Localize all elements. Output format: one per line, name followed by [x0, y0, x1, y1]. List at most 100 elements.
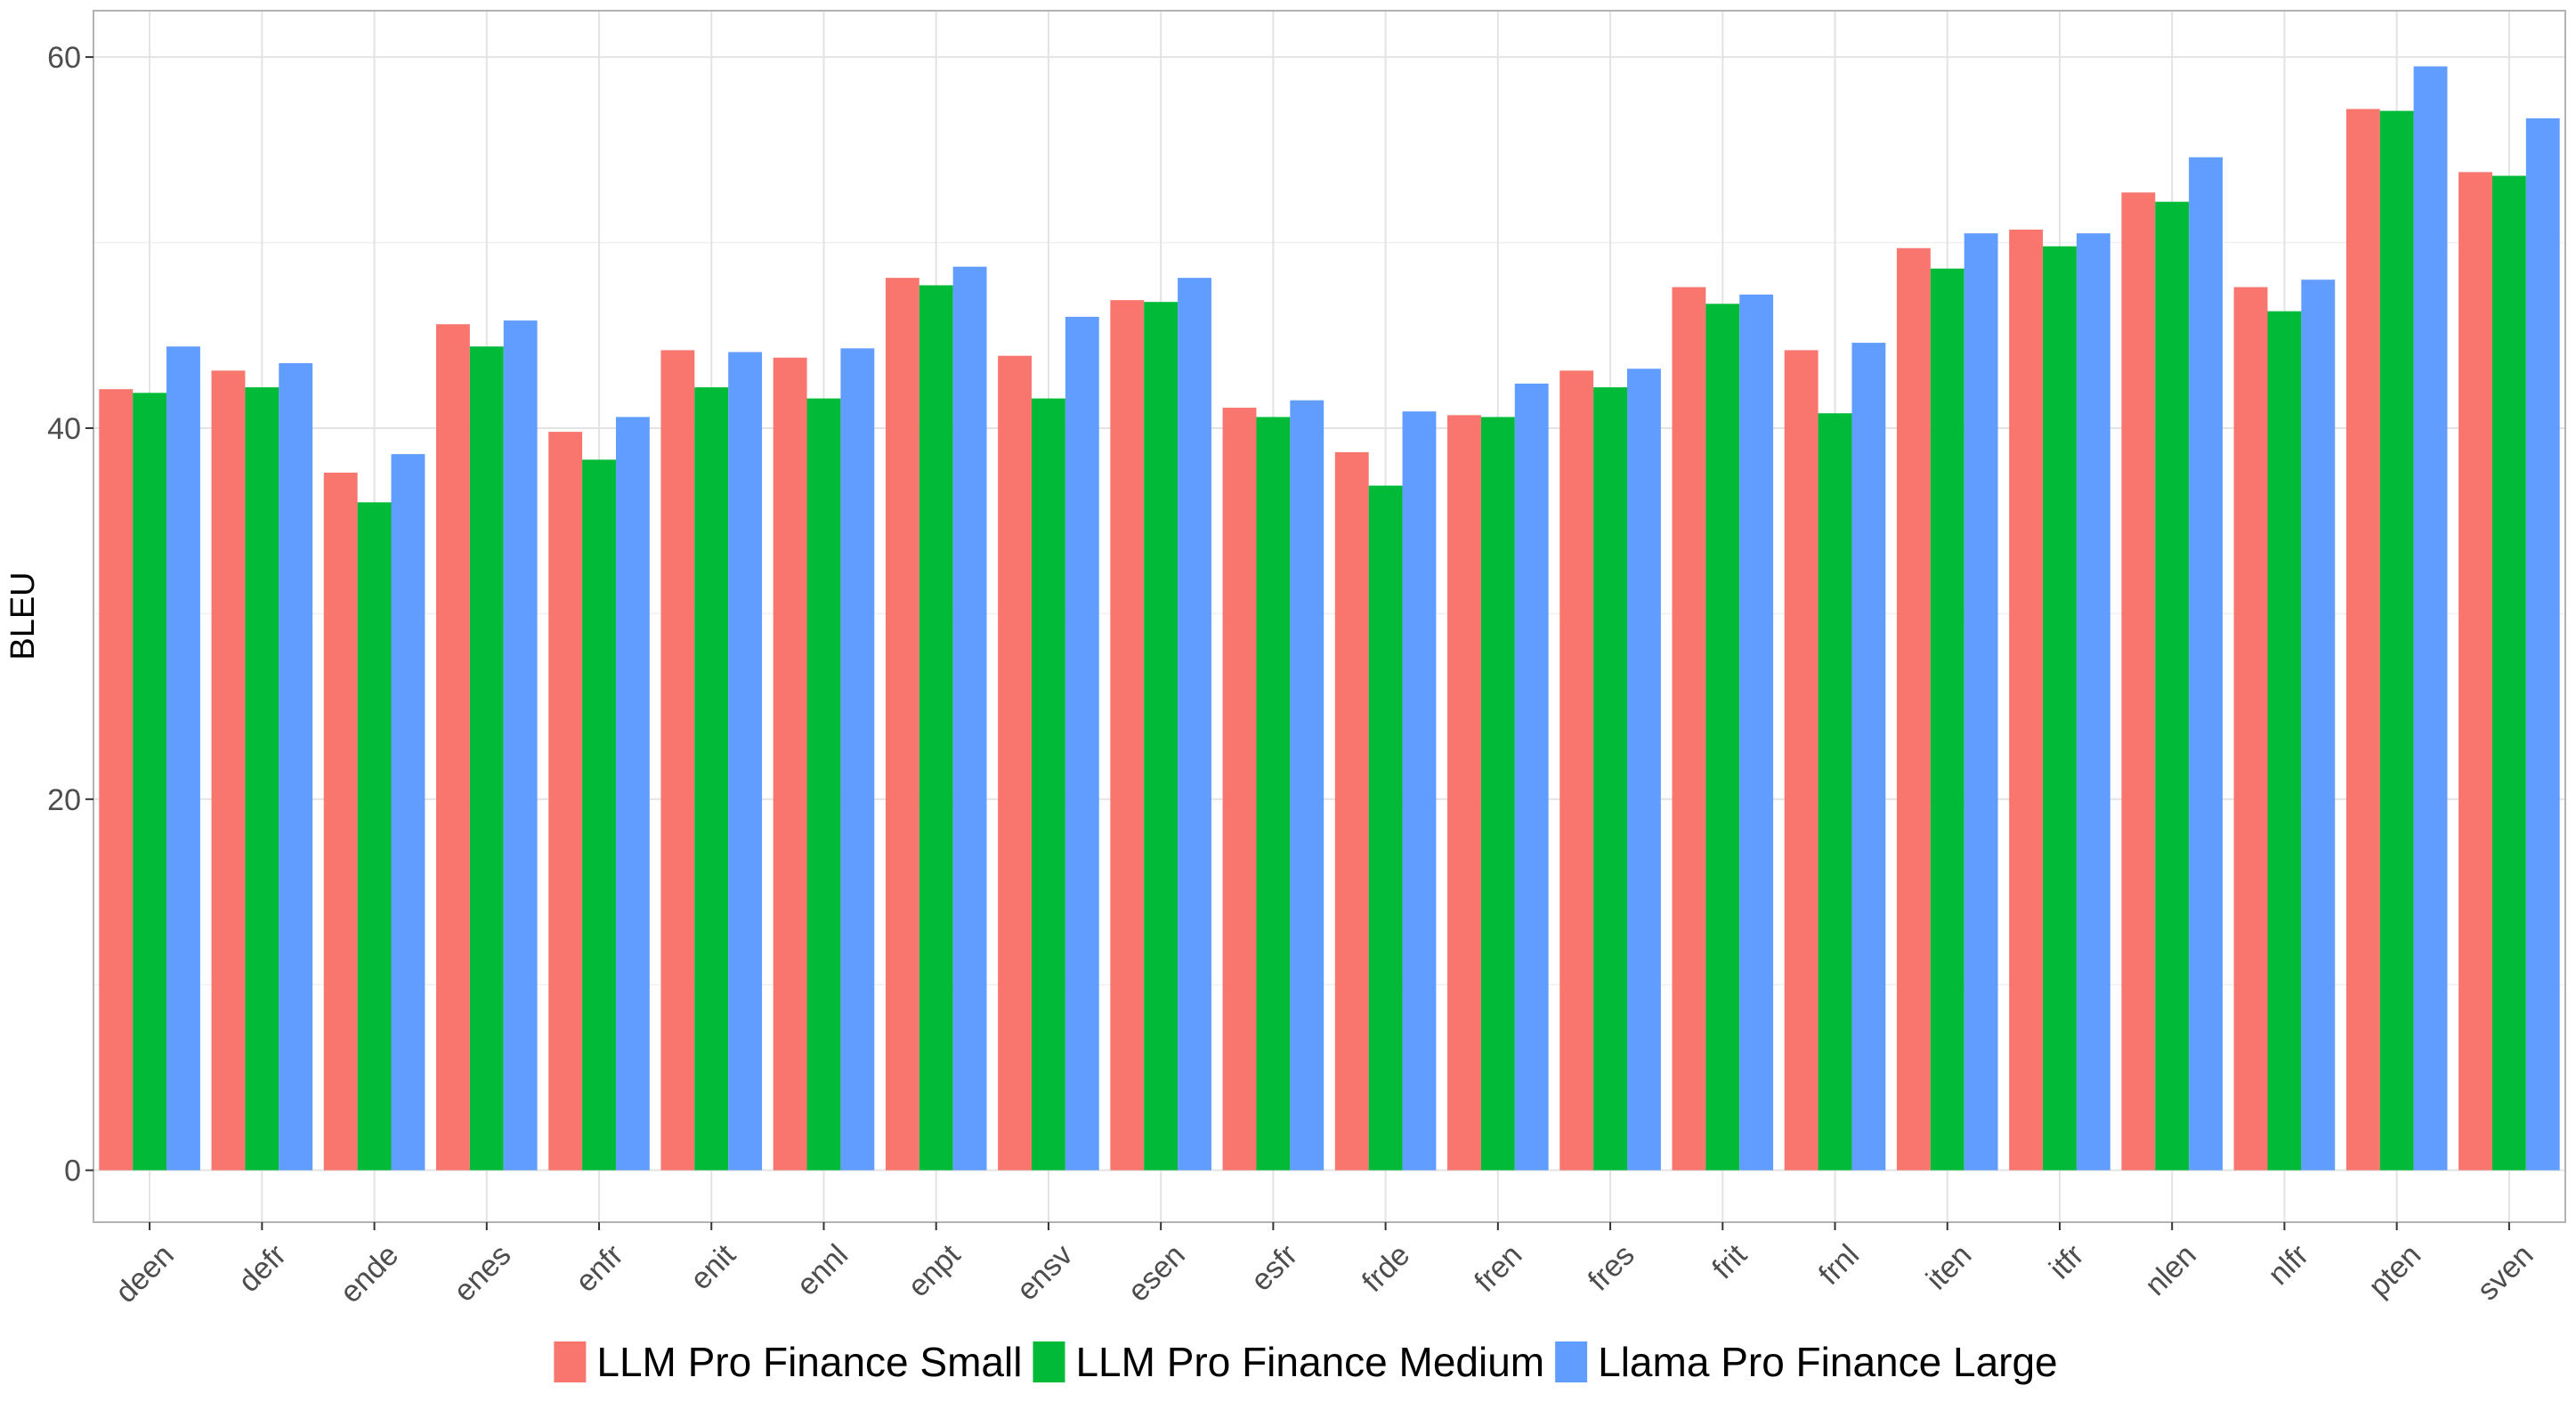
- legend-key-1: [554, 1341, 587, 1382]
- bar-ensv-series-1: [998, 355, 1032, 1171]
- x-tick-label-fres: fres: [1582, 1238, 1641, 1298]
- legend-label-3: Llama Pro Finance Large: [1598, 1339, 2058, 1385]
- bar-frde-series-2: [1368, 485, 1403, 1171]
- bar-enpt-series-2: [919, 285, 953, 1171]
- x-tick-label-esen: esen: [1122, 1238, 1192, 1309]
- bar-frnl-series-3: [1851, 343, 1886, 1171]
- bar-fren-series-3: [1514, 383, 1549, 1171]
- bar-enit-series-3: [728, 352, 763, 1171]
- x-tick-label-itfr: itfr: [2043, 1238, 2091, 1286]
- bar-iten-series-1: [1896, 247, 1931, 1171]
- bar-ennl-series-2: [806, 398, 841, 1171]
- bar-nlfr-series-2: [2267, 311, 2302, 1171]
- bar-fres-series-2: [1593, 387, 1628, 1171]
- legend-key-2: [1033, 1341, 1065, 1382]
- legend-item-3: Llama Pro Finance Large: [1555, 1339, 2058, 1385]
- bars: [99, 66, 2560, 1171]
- x-tick-label-enfr: enfr: [569, 1238, 629, 1299]
- bar-itfr-series-3: [2076, 233, 2110, 1171]
- bar-enfr-series-1: [548, 432, 583, 1171]
- bar-nlen-series-2: [2155, 201, 2190, 1171]
- legend-label-2: LLM Pro Finance Medium: [1075, 1339, 1544, 1385]
- bar-ensv-series-2: [1031, 398, 1065, 1171]
- y-axis-title: BLEU: [4, 571, 42, 660]
- bar-sven-series-1: [2459, 172, 2492, 1171]
- y-tick-label: 0: [64, 1155, 81, 1188]
- x-tick-label-frnl: frnl: [1812, 1238, 1866, 1292]
- x-tick-label-esfr: esfr: [1244, 1238, 1304, 1298]
- bar-defr-series-3: [279, 363, 313, 1171]
- x-tick-label-frde: frde: [1356, 1238, 1416, 1299]
- bar-esen-series-2: [1144, 302, 1179, 1171]
- bar-ende-series-3: [391, 454, 425, 1171]
- x-tick-label-frit: frit: [1705, 1237, 1754, 1285]
- x-tick-label-fren: fren: [1468, 1238, 1528, 1299]
- bar-deen-series-1: [99, 389, 134, 1171]
- bar-fres-series-3: [1627, 369, 1661, 1171]
- bar-frde-series-3: [1402, 411, 1437, 1171]
- bar-frit-series-1: [1672, 287, 1706, 1171]
- x-axis: deen defr ende enes enfr enit ennl enpt ensv esen…: [109, 1222, 2540, 1309]
- bar-esfr-series-3: [1290, 400, 1324, 1171]
- x-tick-label-ensv: ensv: [1010, 1238, 1080, 1308]
- bar-ende-series-2: [357, 502, 392, 1171]
- x-tick-label-enes: enes: [447, 1238, 517, 1309]
- y-tick-label: 20: [47, 783, 81, 817]
- bar-ennl-series-1: [773, 357, 807, 1171]
- x-tick-label-deen: deen: [109, 1238, 180, 1309]
- bar-deen-series-3: [166, 346, 200, 1171]
- legend: LLM Pro Finance Small LLM Pro Finance Med…: [554, 1339, 2058, 1385]
- bar-esen-series-3: [1178, 278, 1211, 1171]
- bar-itfr-series-2: [2043, 246, 2077, 1171]
- bar-enes-series-2: [469, 346, 504, 1171]
- x-tick-label-defr: defr: [232, 1238, 293, 1299]
- bar-pten-series-1: [2345, 109, 2380, 1171]
- bar-nlen-series-1: [2121, 192, 2156, 1171]
- bar-pten-series-2: [2379, 110, 2414, 1171]
- x-tick-label-pten: pten: [2362, 1238, 2428, 1304]
- bar-frit-series-2: [1705, 304, 1740, 1171]
- bar-enes-series-3: [503, 320, 538, 1171]
- bar-esfr-series-2: [1256, 417, 1291, 1171]
- bar-frde-series-1: [1334, 452, 1369, 1171]
- legend-key-3: [1555, 1341, 1588, 1382]
- bar-enes-series-1: [435, 324, 470, 1171]
- x-tick-label-ende: ende: [334, 1238, 405, 1309]
- bar-pten-series-3: [2413, 66, 2448, 1171]
- bar-fres-series-1: [1559, 370, 1594, 1171]
- bar-deen-series-2: [133, 393, 167, 1171]
- bar-frnl-series-1: [1784, 350, 1819, 1171]
- bar-enfr-series-2: [582, 459, 616, 1171]
- bar-enit-series-2: [694, 387, 729, 1171]
- x-tick-label-ennl: ennl: [790, 1238, 855, 1302]
- bar-fren-series-1: [1447, 415, 1481, 1171]
- plot-panel-border: [93, 10, 2566, 1223]
- x-tick-label-nlfr: nlfr: [2262, 1238, 2315, 1292]
- x-tick-label-nlen: nlen: [2139, 1238, 2203, 1302]
- y-axis: 0 20 40 60: [47, 41, 93, 1188]
- bar-esen-series-1: [1110, 300, 1145, 1171]
- bar-iten-series-3: [1964, 233, 1998, 1171]
- y-tick-label: 40: [47, 412, 81, 446]
- legend-label-1: LLM Pro Finance Small: [596, 1339, 1022, 1385]
- bar-sven-series-3: [2525, 118, 2560, 1171]
- bar-nlfr-series-3: [2301, 280, 2336, 1171]
- bar-iten-series-2: [1930, 268, 1964, 1171]
- y-tick-label: 60: [47, 41, 81, 75]
- bar-frnl-series-2: [1818, 413, 1852, 1171]
- bar-defr-series-1: [211, 370, 246, 1171]
- legend-item-2: LLM Pro Finance Medium: [1033, 1339, 1544, 1385]
- bar-nlfr-series-1: [2233, 287, 2268, 1171]
- x-tick-label-sven: sven: [2471, 1238, 2540, 1308]
- legend-item-1: LLM Pro Finance Small: [554, 1339, 1022, 1385]
- bar-nlen-series-3: [2189, 157, 2224, 1171]
- bar-enfr-series-3: [615, 417, 650, 1171]
- bar-ennl-series-3: [840, 348, 875, 1171]
- bar-sven-series-2: [2491, 175, 2526, 1171]
- bar-itfr-series-1: [2009, 229, 2044, 1171]
- x-tick-label-enpt: enpt: [902, 1237, 968, 1303]
- x-tick-label-iten: iten: [1920, 1238, 1979, 1297]
- bar-enpt-series-3: [952, 266, 987, 1171]
- bar-enpt-series-1: [885, 278, 919, 1171]
